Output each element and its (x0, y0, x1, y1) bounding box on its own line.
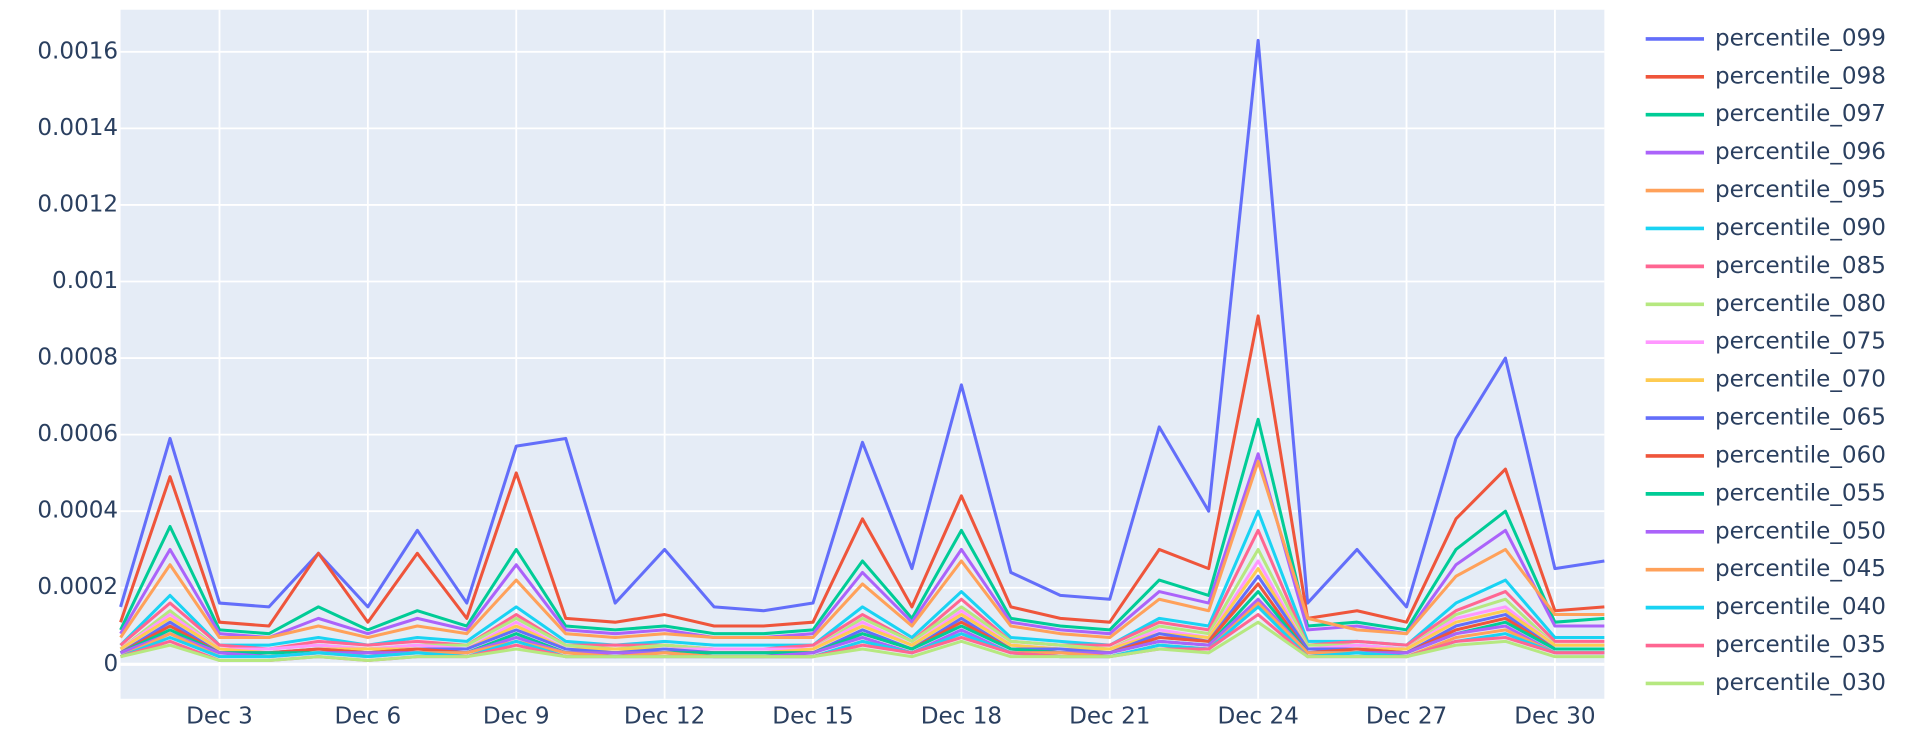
legend-label[interactable]: percentile_095 (1715, 177, 1886, 203)
legend-label[interactable]: percentile_097 (1715, 101, 1886, 127)
legend-label[interactable]: percentile_035 (1715, 632, 1886, 658)
y-tick-label: 0 (103, 651, 118, 677)
series-line (119, 38, 1605, 613)
legend-label[interactable]: percentile_030 (1715, 670, 1886, 696)
legend-label[interactable]: percentile_045 (1715, 556, 1886, 582)
legend-label[interactable]: percentile_096 (1715, 139, 1886, 165)
x-tick-label: Dec 24 (1217, 703, 1298, 729)
legend-label[interactable]: percentile_099 (1715, 25, 1886, 51)
y-tick-label: 0.0016 (37, 38, 118, 64)
legend-label[interactable]: percentile_050 (1715, 518, 1886, 544)
legend-label[interactable]: percentile_065 (1715, 405, 1886, 431)
legend-label[interactable]: percentile_085 (1715, 253, 1886, 279)
series-line (119, 417, 1605, 636)
x-tick-label: Dec 12 (624, 703, 705, 729)
legend-label[interactable]: percentile_075 (1715, 329, 1886, 355)
y-tick-label: 0.001 (52, 268, 118, 294)
grid (120, 9, 1605, 699)
lines (119, 38, 1605, 662)
legend-label[interactable]: percentile_090 (1715, 215, 1886, 241)
legend-label[interactable]: percentile_055 (1715, 480, 1886, 506)
series-line (120, 605, 1605, 659)
x-tick-label: Dec 21 (1069, 703, 1150, 729)
x-tick-label: Dec 3 (186, 703, 253, 729)
series-line (119, 459, 1605, 640)
legend-label[interactable]: percentile_060 (1715, 442, 1886, 468)
legend-label[interactable]: percentile_070 (1715, 367, 1886, 393)
legend-label[interactable]: percentile_040 (1715, 594, 1886, 620)
x-tick-label: Dec 18 (921, 703, 1002, 729)
x-tick-label: Dec 6 (335, 703, 402, 729)
plot-area (120, 9, 1605, 699)
series-line (119, 528, 1605, 651)
series-line (119, 452, 1605, 640)
series-line (120, 620, 1605, 662)
legend-label[interactable]: percentile_080 (1715, 291, 1886, 317)
x-tick-label: Dec 27 (1366, 703, 1447, 729)
y-tick-label: 0.0008 (37, 345, 118, 371)
legend: percentile_099 percentile_098 percentile_0… (1645, 25, 1886, 696)
y-tick-label: 0.0012 (37, 191, 118, 217)
legend-label[interactable]: percentile_098 (1715, 63, 1886, 89)
x-tick-label: Dec 15 (772, 703, 853, 729)
x-tick-label: Dec 9 (483, 703, 550, 729)
y-tick-label: 0.0004 (37, 498, 118, 524)
series-line (119, 314, 1605, 628)
axes: Dec 3 Dec 6 Dec 9 Dec 12 Dec 15 Dec 18 Dec 21 D… (37, 38, 1595, 729)
y-tick-label: 0.0006 (37, 421, 118, 447)
x-tick-label: Dec 30 (1514, 703, 1595, 729)
y-tick-label: 0.0002 (37, 574, 118, 600)
y-tick-label: 0.0014 (37, 115, 118, 141)
